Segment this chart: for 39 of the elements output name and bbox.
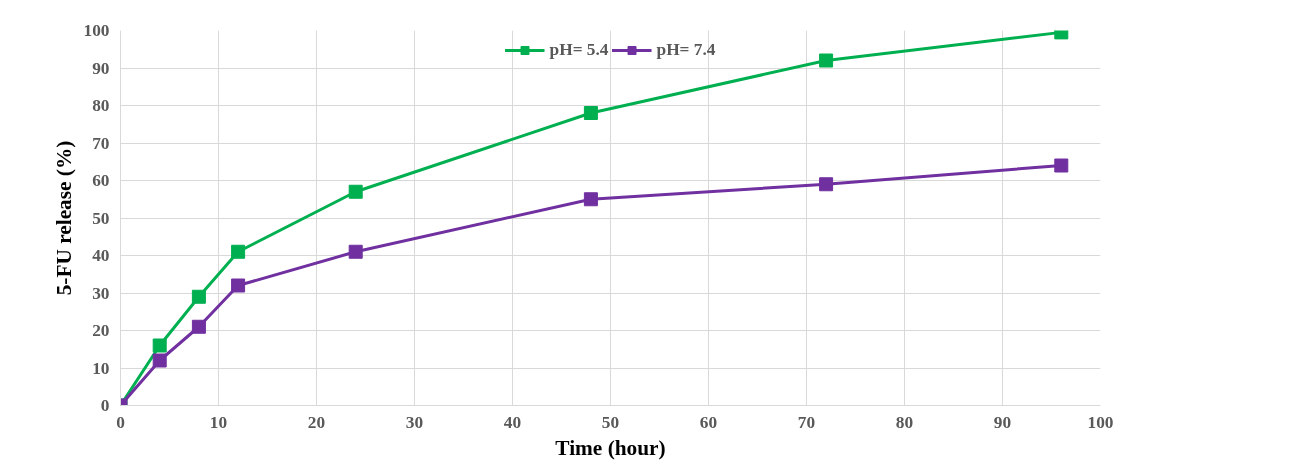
y-tick-label: 10 — [92, 358, 110, 378]
x-tick-label: 70 — [797, 412, 816, 432]
legend-label: pH= 7.4 — [656, 40, 716, 60]
x-tick-label: 80 — [895, 412, 914, 432]
point — [348, 184, 363, 199]
point — [191, 289, 206, 304]
point — [583, 106, 598, 120]
point — [819, 177, 834, 192]
x-tick-label: 60 — [699, 412, 718, 432]
point — [231, 244, 246, 259]
y-tick-label: 100 — [83, 21, 110, 40]
y-tick-label: 60 — [92, 171, 110, 190]
point — [819, 53, 834, 68]
point — [583, 192, 598, 207]
y-tick-label: 40 — [92, 246, 110, 265]
x-tick-label: 50 — [601, 412, 620, 432]
y-tick-label: 90 — [92, 58, 110, 78]
y-tick-label: 80 — [92, 96, 110, 115]
x-tick-label: 20 — [307, 412, 326, 432]
x-axis-title: Time (hour) — [555, 435, 666, 460]
point — [191, 319, 206, 334]
y-tick-label: 0 — [100, 396, 110, 415]
y-tick-label: 30 — [92, 283, 110, 303]
y-tick-label: 70 — [92, 133, 110, 153]
x-tick-label: 90 — [993, 412, 1012, 432]
x-tick-label: 10 — [209, 412, 228, 432]
legend-label: pH= 5.4 — [549, 40, 609, 60]
y-tick-label: 20 — [92, 321, 110, 340]
point — [348, 244, 363, 259]
x-tick-label: 0 — [116, 412, 125, 432]
x-tick-label: 30 — [405, 412, 424, 432]
point — [152, 353, 167, 368]
point — [231, 278, 246, 293]
point — [152, 338, 167, 353]
y-tick-label: 50 — [92, 208, 110, 228]
x-tick-label: 40 — [503, 412, 522, 432]
y-axis-title: 5-FU release (%) — [51, 140, 76, 296]
point — [1054, 158, 1069, 173]
x-tick-label: 100 — [1087, 412, 1114, 432]
